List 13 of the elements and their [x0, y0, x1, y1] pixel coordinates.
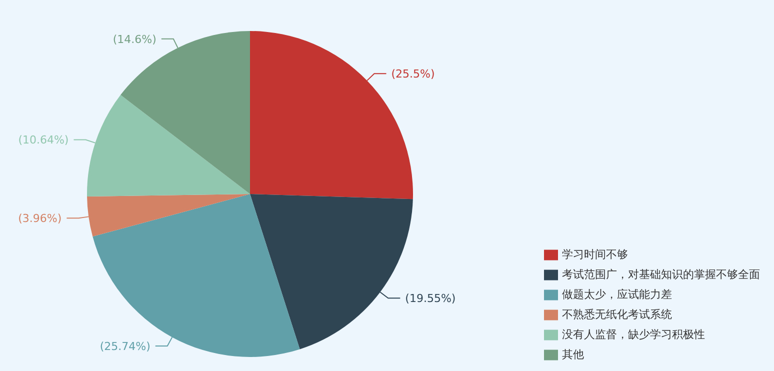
data-label: (25.5%): [391, 68, 435, 81]
legend-label: 考试范围广，对基础知识的掌握不够全面: [562, 268, 760, 281]
legend-label: 学习时间不够: [562, 248, 628, 261]
data-label: (10.64%): [18, 134, 69, 147]
legend-label: 其他: [562, 348, 584, 361]
data-label: (19.55%): [405, 292, 456, 306]
legend-label: 做题太少，应试能力差: [562, 288, 672, 301]
legend-label: 没有人监督，缺少学习积极性: [562, 328, 705, 341]
data-label: (14.6%): [112, 32, 156, 46]
data-label: (25.74%): [100, 340, 150, 353]
data-label: (3.96%): [18, 212, 62, 226]
legend-label: 不熟悉无纸化考试系统: [562, 308, 672, 321]
pie-slice: [92, 194, 300, 357]
